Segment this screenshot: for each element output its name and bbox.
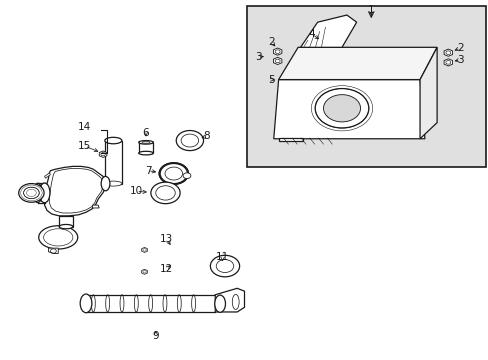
Ellipse shape [39, 183, 50, 203]
Circle shape [445, 60, 450, 64]
Circle shape [151, 182, 180, 204]
Circle shape [445, 51, 450, 54]
Circle shape [216, 260, 233, 273]
Text: 15: 15 [78, 141, 91, 151]
Text: 3: 3 [456, 55, 463, 65]
Ellipse shape [214, 295, 225, 312]
Ellipse shape [33, 183, 42, 203]
Circle shape [275, 59, 280, 63]
Ellipse shape [101, 176, 110, 191]
Circle shape [19, 184, 44, 202]
Text: 14: 14 [78, 122, 91, 132]
Polygon shape [278, 47, 436, 80]
Polygon shape [273, 48, 281, 55]
Ellipse shape [139, 151, 153, 155]
Text: 7: 7 [144, 166, 151, 176]
Text: 5: 5 [267, 75, 274, 85]
Circle shape [183, 173, 190, 179]
Text: 2: 2 [456, 43, 463, 53]
Text: 11: 11 [216, 252, 229, 262]
Text: 13: 13 [160, 234, 173, 244]
Text: 4: 4 [307, 29, 314, 39]
Polygon shape [142, 269, 147, 274]
Circle shape [323, 95, 360, 122]
Circle shape [275, 50, 280, 53]
Polygon shape [419, 47, 436, 139]
Ellipse shape [80, 294, 92, 313]
Bar [139, 142, 153, 153]
Polygon shape [273, 57, 281, 64]
Ellipse shape [142, 141, 150, 143]
Polygon shape [273, 80, 424, 139]
Circle shape [176, 131, 203, 150]
Bar [246, 6, 485, 167]
Ellipse shape [104, 137, 122, 144]
Circle shape [101, 153, 105, 156]
Circle shape [164, 167, 182, 180]
Text: 3: 3 [254, 51, 261, 62]
Circle shape [156, 186, 175, 200]
Polygon shape [99, 151, 107, 157]
Circle shape [23, 187, 39, 199]
Circle shape [181, 134, 198, 147]
Ellipse shape [39, 226, 78, 249]
Polygon shape [443, 49, 451, 56]
Polygon shape [278, 138, 303, 141]
Ellipse shape [104, 181, 122, 186]
Polygon shape [443, 59, 451, 66]
Polygon shape [44, 166, 105, 216]
Polygon shape [59, 216, 73, 226]
Circle shape [142, 249, 146, 251]
Circle shape [210, 255, 239, 277]
Polygon shape [92, 205, 99, 208]
Text: 9: 9 [152, 330, 159, 341]
Ellipse shape [139, 140, 153, 144]
Polygon shape [300, 15, 356, 47]
Text: 1: 1 [367, 5, 374, 15]
Text: 6: 6 [142, 128, 149, 138]
Polygon shape [44, 173, 50, 178]
Text: 2: 2 [268, 37, 275, 47]
Polygon shape [215, 288, 244, 312]
Polygon shape [142, 247, 147, 252]
Circle shape [315, 89, 368, 128]
Circle shape [142, 271, 146, 273]
Text: 12: 12 [160, 264, 173, 274]
Bar [105, 140, 122, 184]
Ellipse shape [59, 225, 73, 229]
Polygon shape [48, 248, 58, 253]
Text: 8: 8 [203, 131, 209, 141]
Text: 10: 10 [129, 186, 142, 197]
